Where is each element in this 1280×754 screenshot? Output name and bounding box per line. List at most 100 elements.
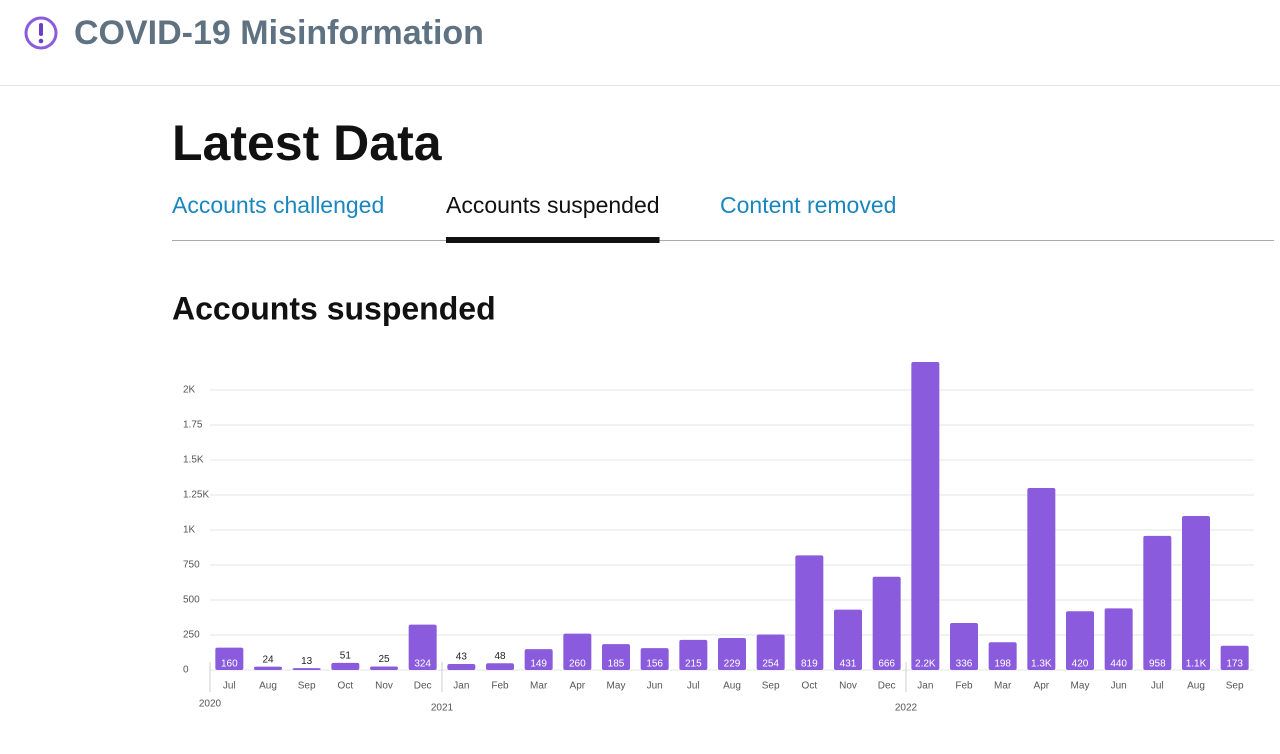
- y-tick-label: 1.5K: [183, 455, 204, 466]
- year-label: 2022: [895, 703, 918, 714]
- x-tick-label: Aug: [723, 681, 741, 692]
- data-label: 2.2K: [915, 659, 936, 670]
- y-tick-label: 2K: [183, 385, 196, 396]
- x-tick-label: Nov: [839, 681, 857, 692]
- x-tick-label: Jul: [687, 681, 700, 692]
- tab[interactable]: Accounts suspended: [446, 192, 660, 218]
- data-label: 958: [1149, 659, 1166, 670]
- bar: [872, 576, 901, 670]
- site-title: COVID-19 Misinformation: [74, 14, 484, 52]
- y-tick-label: 0: [183, 665, 189, 676]
- bar: [1182, 516, 1210, 670]
- x-tick-label: Jul: [1151, 681, 1164, 692]
- x-tick-label: Apr: [570, 681, 586, 692]
- x-tick-label: Oct: [338, 681, 354, 692]
- data-label: 43: [456, 652, 468, 663]
- bar: [331, 662, 360, 670]
- bar: [756, 634, 785, 670]
- bar: [563, 633, 592, 670]
- data-label: 160: [221, 659, 238, 670]
- bar: [1027, 488, 1056, 670]
- data-label: 24: [262, 654, 274, 665]
- data-label: 440: [1110, 659, 1127, 670]
- y-tick-label: 500: [183, 595, 200, 606]
- x-tick-label: Jun: [1111, 681, 1127, 692]
- bar: [408, 624, 437, 670]
- x-tick-label: Jan: [453, 681, 469, 692]
- data-label: 215: [685, 659, 702, 670]
- y-tick-label: 750: [183, 560, 200, 571]
- chart-title: Accounts suspended: [172, 290, 496, 326]
- bar: [292, 668, 321, 670]
- x-tick-label: Aug: [1187, 681, 1205, 692]
- data-label: 254: [762, 659, 779, 670]
- bar: [215, 647, 244, 670]
- x-tick-label: Apr: [1034, 681, 1050, 692]
- data-label: 13: [301, 656, 313, 667]
- x-tick-label: Nov: [375, 681, 393, 692]
- data-label: 260: [569, 659, 586, 670]
- x-tick-label: May: [607, 681, 626, 692]
- page-title: Latest Data: [172, 115, 443, 171]
- x-tick-label: Jun: [647, 681, 663, 692]
- data-label: 666: [878, 659, 895, 670]
- data-label: 229: [724, 659, 741, 670]
- x-tick-label: Aug: [259, 681, 277, 692]
- bar: [834, 609, 862, 670]
- data-label: 173: [1226, 659, 1243, 670]
- data-label: 198: [994, 659, 1011, 670]
- x-tick-label: Feb: [955, 681, 973, 692]
- active-tab-indicator: [446, 237, 660, 243]
- year-label: 2021: [431, 703, 454, 714]
- x-tick-label: Dec: [878, 681, 896, 692]
- bar: [1066, 611, 1094, 670]
- data-label: 1.3K: [1031, 659, 1052, 670]
- x-tick-label: Dec: [414, 681, 432, 692]
- data-label: 51: [340, 651, 352, 662]
- data-label: 336: [956, 659, 973, 670]
- x-tick-label: Mar: [530, 681, 548, 692]
- x-tick-label: Mar: [994, 681, 1012, 692]
- bar: [640, 648, 669, 670]
- tab[interactable]: Accounts challenged: [172, 192, 384, 218]
- x-tick-label: Sep: [762, 681, 780, 692]
- data-label: 185: [608, 659, 625, 670]
- bar: [988, 642, 1017, 670]
- x-tick-label: Oct: [802, 681, 818, 692]
- bar: [370, 666, 398, 670]
- x-tick-label: Jan: [917, 681, 933, 692]
- data-label: 431: [840, 659, 857, 670]
- x-tick-label: Feb: [491, 681, 509, 692]
- data-label: 156: [646, 659, 663, 670]
- y-tick-label: 1.75: [183, 420, 203, 431]
- bar: [447, 663, 476, 670]
- x-tick-label: May: [1071, 681, 1090, 692]
- tab[interactable]: Content removed: [720, 192, 896, 218]
- data-label: 324: [414, 659, 431, 670]
- x-tick-label: Jul: [223, 681, 236, 692]
- data-label: 819: [801, 659, 818, 670]
- data-label: 25: [378, 654, 390, 665]
- logo-icon: [24, 16, 58, 50]
- bar: [795, 555, 824, 670]
- bar: [718, 637, 746, 670]
- bar: [524, 649, 553, 670]
- year-label: 2020: [199, 699, 222, 710]
- bar: [1104, 608, 1133, 670]
- bar: [254, 666, 282, 670]
- bar: [602, 644, 630, 670]
- bar: [679, 639, 708, 670]
- chart: 0 250 500 750 1K 1.25K 1.5K 1.75 2K 2020 2021 2022 J…: [183, 362, 1254, 714]
- bar: [1143, 535, 1172, 670]
- x-tick-label: Sep: [298, 681, 316, 692]
- y-tick-label: 1.25K: [183, 490, 209, 501]
- bar: [911, 362, 940, 670]
- data-label: 149: [530, 659, 547, 670]
- bar: [950, 622, 978, 670]
- tabs: Accounts challenged Accounts suspended Con…: [172, 192, 896, 243]
- data-label: 1.1K: [1186, 659, 1207, 670]
- bar: [1220, 645, 1249, 670]
- y-tick-label: 1K: [183, 525, 196, 536]
